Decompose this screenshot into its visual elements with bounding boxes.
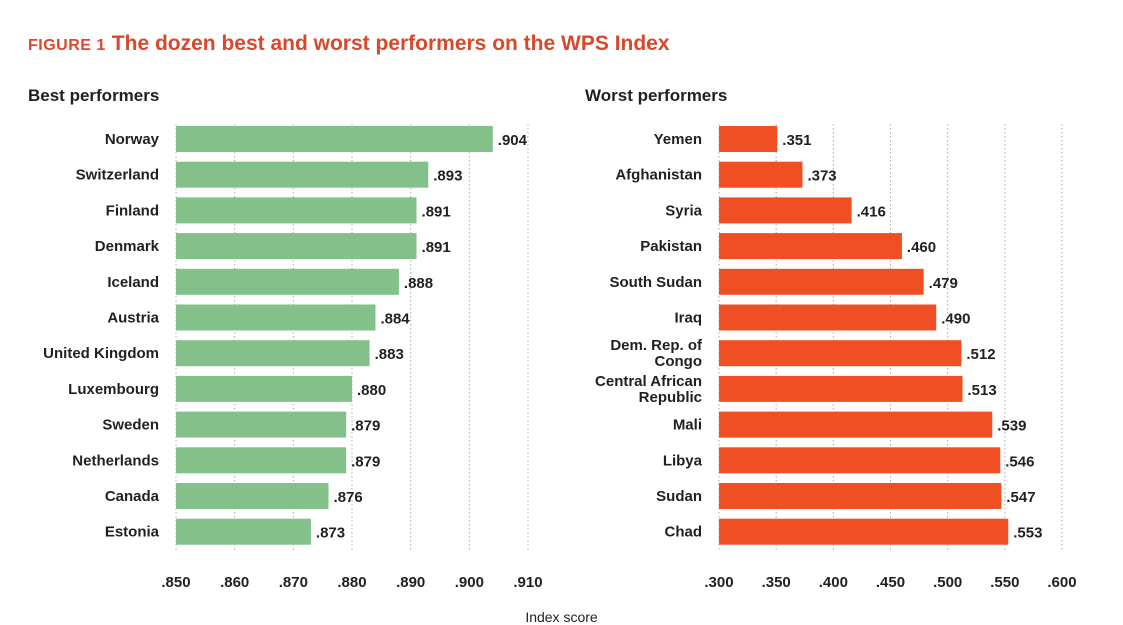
worst-tick-label: .400	[819, 574, 848, 591]
worst-value-label: .460	[907, 239, 936, 256]
worst-category-label: Mali	[673, 417, 702, 434]
worst-value-label: .547	[1006, 489, 1035, 506]
figure-title-text: The dozen best and worst performers on t…	[111, 32, 670, 55]
best-bar	[176, 233, 417, 260]
worst-bar	[719, 411, 993, 438]
worst-category-label: Central African Republic	[595, 373, 702, 406]
worst-category-label: Chad	[665, 524, 703, 541]
best-value-label: .879	[351, 453, 380, 470]
best-category-label: United Kingdom	[43, 345, 159, 362]
figure-title: FIGURE 1 The dozen best and worst perform…	[28, 32, 670, 56]
best-tick-label: .890	[396, 574, 425, 591]
best-value-label: .873	[316, 525, 345, 542]
best-bar	[176, 483, 329, 509]
best-category-label: Estonia	[105, 524, 160, 541]
worst-value-label: .490	[941, 311, 970, 328]
best-category-label: Canada	[105, 488, 160, 505]
worst-bar	[719, 233, 902, 260]
best-bar	[176, 411, 347, 438]
worst-value-label: .351	[782, 132, 811, 149]
worst-category-label: Syria	[665, 202, 702, 219]
worst-bar	[719, 268, 924, 295]
best-value-label: .879	[351, 418, 380, 435]
worst-value-label: .539	[997, 418, 1026, 435]
best-category-label: Luxembourg	[68, 381, 159, 398]
best-value-label: .891	[422, 239, 451, 256]
best-bar	[176, 304, 376, 331]
worst-category-label: Sudan	[656, 488, 702, 505]
best-category-label: Switzerland	[76, 167, 159, 184]
worst-bar	[719, 126, 778, 152]
worst-performers-title: Worst performers	[585, 86, 728, 105]
best-bar	[176, 518, 311, 545]
best-tick-label: .880	[337, 574, 366, 591]
worst-tick-label: .550	[990, 574, 1019, 591]
worst-bar	[719, 375, 963, 402]
best-value-label: .888	[404, 275, 433, 292]
worst-category-label: Afghanistan	[615, 167, 702, 184]
worst-category-label: Pakistan	[640, 238, 702, 255]
best-value-label: .891	[422, 203, 451, 220]
worst-tick-label: .350	[762, 574, 791, 591]
best-value-label: .884	[380, 311, 410, 328]
best-tick-label: .910	[513, 574, 542, 591]
worst-category-label: Iraq	[674, 310, 702, 327]
best-category-label: Netherlands	[72, 452, 159, 469]
best-bar	[176, 268, 399, 295]
worst-category-label: Libya	[663, 452, 703, 469]
best-category-label: Denmark	[95, 238, 160, 255]
worst-category-label: South Sudan	[610, 274, 703, 291]
worst-value-label: .479	[929, 275, 958, 292]
worst-tick-label: .450	[876, 574, 905, 591]
worst-tick-label: .500	[933, 574, 962, 591]
worst-tick-label: .300	[704, 574, 733, 591]
best-bar	[176, 375, 352, 402]
worst-value-label: .416	[857, 203, 886, 220]
worst-bar	[719, 340, 962, 367]
worst-bar	[719, 197, 852, 224]
best-bar	[176, 340, 370, 367]
best-value-label: .904	[498, 132, 528, 149]
best-tick-label: .850	[161, 574, 190, 591]
worst-tick-label: .600	[1047, 574, 1076, 591]
worst-bar	[719, 161, 803, 188]
best-value-label: .893	[433, 168, 462, 185]
best-category-label: Finland	[106, 202, 159, 219]
best-bar	[176, 447, 347, 474]
x-axis-label: Index score	[525, 609, 598, 625]
worst-value-label: .373	[807, 168, 836, 185]
figure-label: FIGURE 1	[28, 37, 106, 54]
best-value-label: .876	[334, 489, 363, 506]
best-bar	[176, 161, 429, 188]
worst-bar	[719, 447, 1001, 474]
worst-category-label: Dem. Rep. of Congo	[610, 337, 703, 370]
best-performers-title: Best performers	[28, 86, 160, 105]
best-category-label: Austria	[107, 310, 159, 327]
best-tick-label: .860	[220, 574, 249, 591]
best-category-label: Iceland	[107, 274, 159, 291]
best-category-label: Norway	[105, 131, 160, 148]
best-tick-label: .870	[279, 574, 308, 591]
worst-value-label: .512	[966, 346, 995, 363]
best-value-label: .880	[357, 382, 386, 399]
best-category-label: Sweden	[102, 417, 159, 434]
worst-value-label: .513	[968, 382, 997, 399]
worst-value-label: .553	[1013, 525, 1042, 542]
best-bar	[176, 126, 493, 152]
best-tick-label: .900	[455, 574, 484, 591]
worst-bar	[719, 518, 1009, 545]
best-value-label: .883	[375, 346, 404, 363]
worst-bar	[719, 483, 1002, 509]
best-bar	[176, 197, 417, 224]
worst-category-label: Yemen	[654, 131, 702, 148]
worst-value-label: .546	[1005, 453, 1034, 470]
worst-bar	[719, 304, 937, 331]
